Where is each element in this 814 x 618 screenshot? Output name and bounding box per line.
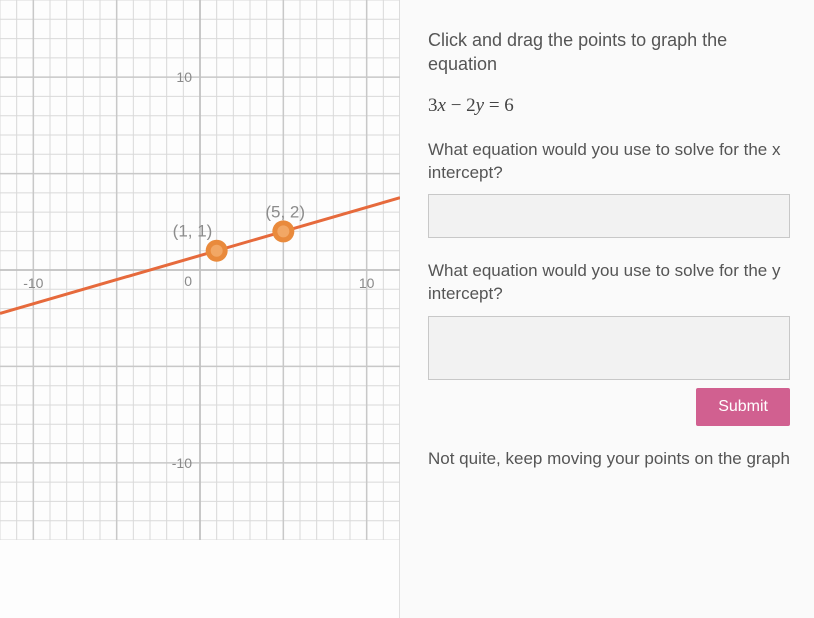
- svg-text:-10: -10: [172, 455, 192, 471]
- point-label: (5, 2): [265, 202, 305, 221]
- feedback-text: Not quite, keep moving your points on th…: [428, 448, 790, 471]
- instruction-text: Click and drag the points to graph the e…: [428, 28, 790, 77]
- equation-display: 3x − 2y = 6: [428, 95, 790, 117]
- svg-text:10: 10: [359, 275, 375, 291]
- svg-text:0: 0: [184, 273, 192, 289]
- svg-text:10: 10: [176, 69, 192, 85]
- answer-x-input[interactable]: [428, 194, 790, 238]
- point-label: (1, 1): [173, 222, 213, 241]
- graph-panel: -10 10 -10 10 0 (1, 1) (5, 2): [0, 0, 400, 618]
- question-x-intercept: What equation would you use to solve for…: [428, 139, 790, 185]
- answer-y-input[interactable]: [428, 316, 790, 380]
- coordinate-grid[interactable]: -10 10 -10 10 0 (1, 1) (5, 2): [0, 0, 400, 540]
- question-y-intercept: What equation would you use to solve for…: [428, 260, 790, 306]
- submit-button[interactable]: Submit: [696, 388, 790, 426]
- submit-row: Submit: [428, 388, 790, 426]
- question-panel: Click and drag the points to graph the e…: [400, 0, 814, 618]
- svg-text:-10: -10: [23, 275, 43, 291]
